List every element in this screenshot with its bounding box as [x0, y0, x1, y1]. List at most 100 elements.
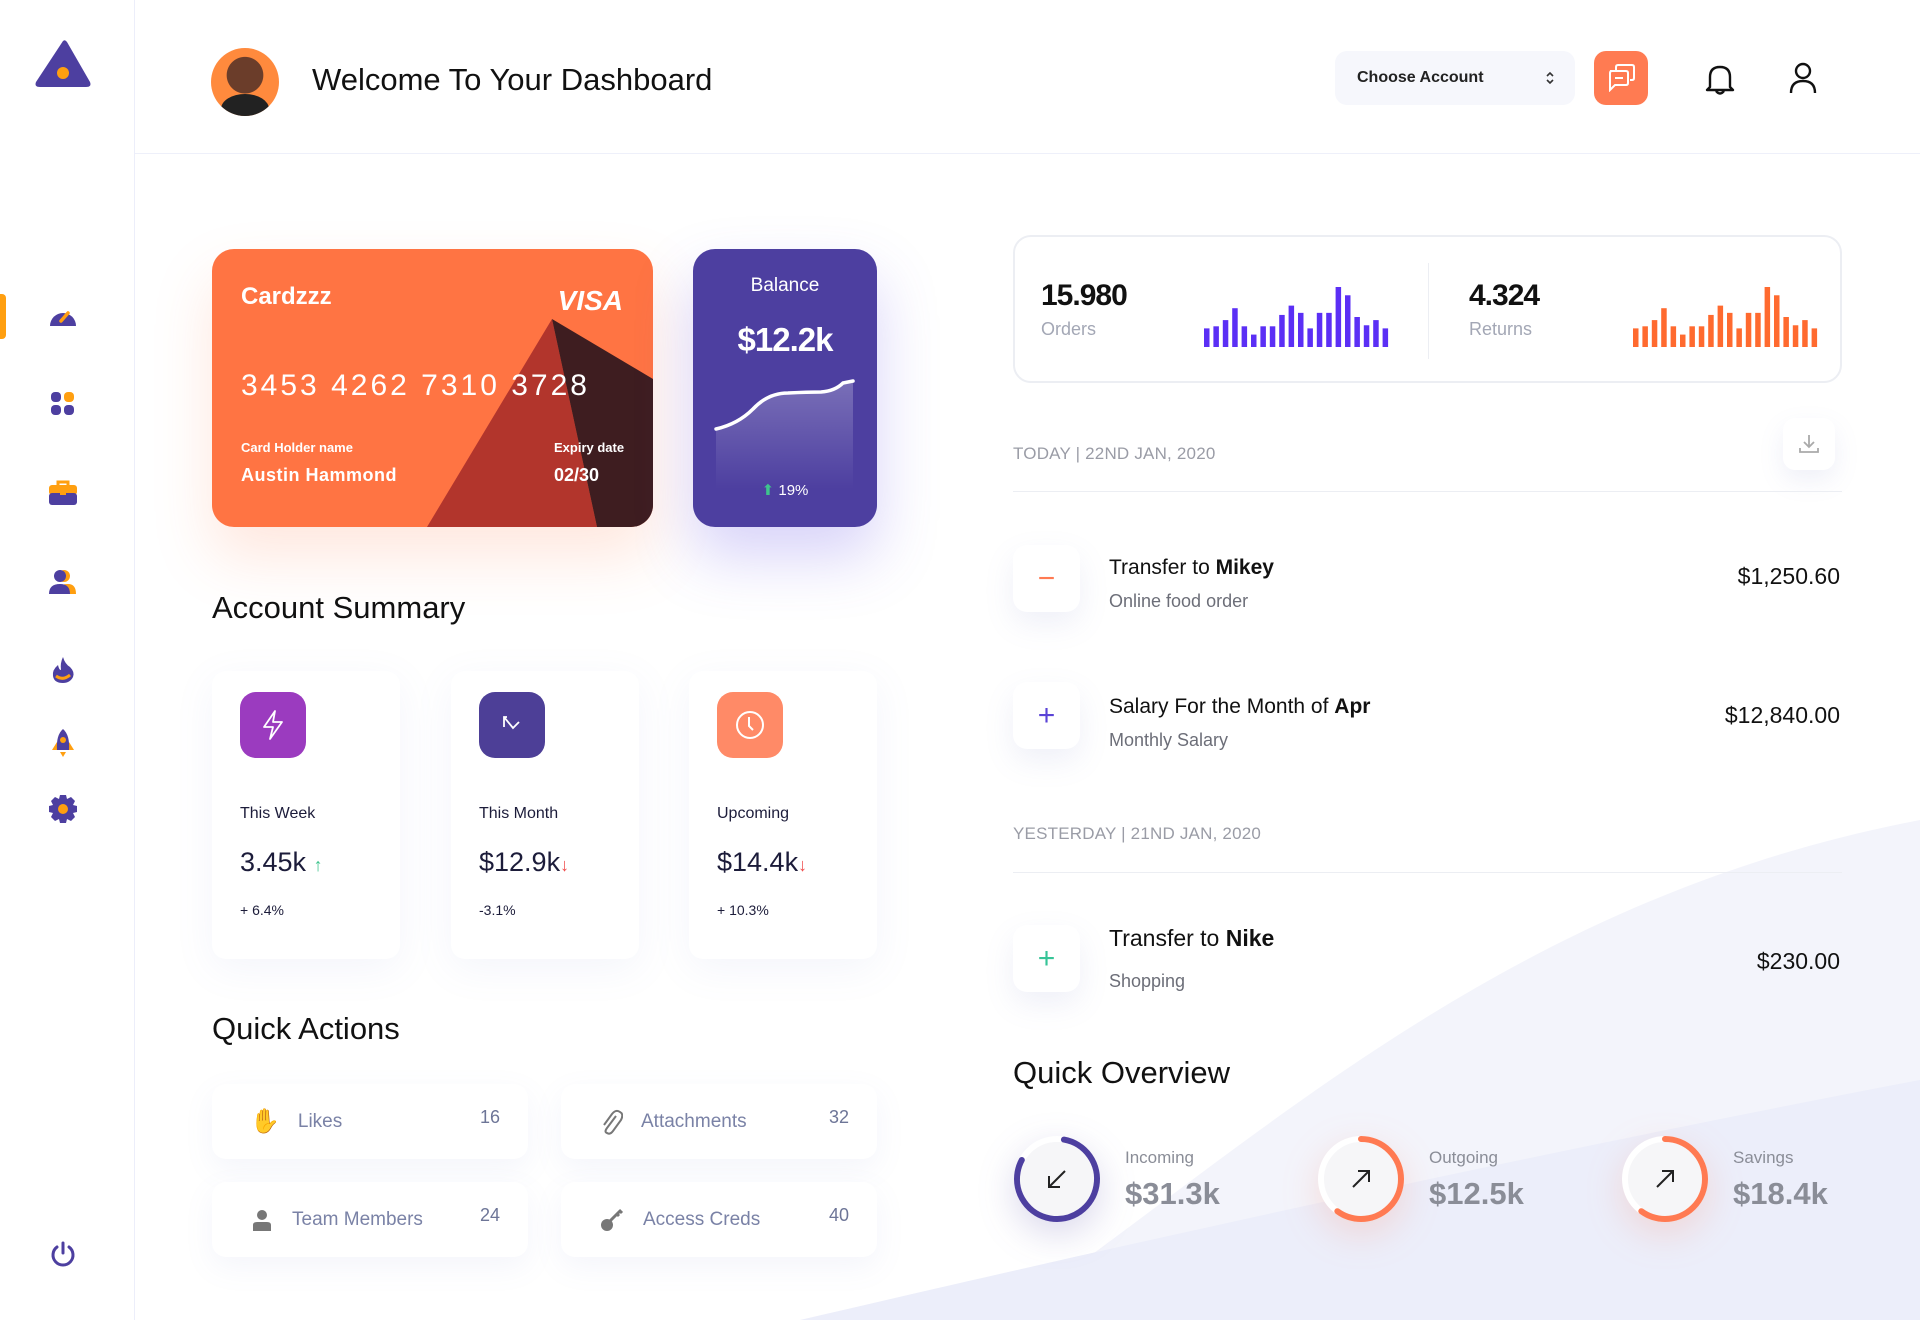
bar	[1680, 334, 1686, 347]
summary-card-this-week[interactable]: This Week 3.45k ↑ + 6.4%	[212, 671, 400, 959]
dashboard-gauge-icon	[50, 311, 76, 326]
orders-label: Orders	[1041, 319, 1097, 339]
overview-label: Incoming	[1125, 1148, 1194, 1167]
bar	[1670, 326, 1677, 347]
sidebar-item-launch[interactable]	[47, 727, 79, 759]
logout-button[interactable]	[47, 1238, 79, 1270]
transaction-subtitle: Monthly Salary	[1109, 730, 1229, 750]
summary-card-this-month[interactable]: This Month $12.9k↓ -3.1%	[451, 671, 639, 959]
quick-actions-title: Quick Actions	[212, 1011, 400, 1046]
overview-outgoing[interactable]: Outgoing $12.5k	[1316, 1134, 1524, 1229]
active-indicator	[0, 294, 6, 339]
overview-label: Outgoing	[1429, 1148, 1498, 1167]
sidebar-item-trending[interactable]	[47, 654, 79, 686]
quick-action-team-members[interactable]: Team Members 24	[212, 1182, 528, 1257]
bar	[1363, 325, 1370, 347]
visa-logo: VISA	[557, 285, 623, 316]
quick-action-label: Likes	[297, 1110, 343, 1132]
summary-card-upcoming[interactable]: Upcoming $14.4k↓ + 10.3%	[689, 671, 877, 959]
bar	[1802, 320, 1808, 347]
overview-incoming[interactable]: Incoming $31.3k	[1012, 1134, 1220, 1229]
bar	[1811, 328, 1818, 347]
notifications-button[interactable]	[1704, 62, 1736, 101]
bar	[1222, 320, 1229, 347]
bar	[1717, 305, 1724, 347]
transaction-subtitle: Shopping	[1109, 971, 1186, 991]
summary-value: $12.9k↓	[479, 847, 570, 877]
overview-label: Savings	[1733, 1148, 1794, 1167]
transaction-icon-plus: +	[1013, 682, 1080, 749]
divider	[1013, 872, 1842, 873]
quick-action-count: 32	[828, 1107, 849, 1127]
bar	[1764, 287, 1771, 347]
bar	[1736, 328, 1742, 347]
balance-label: Balance	[750, 275, 820, 296]
overview-value: $12.5k	[1429, 1176, 1524, 1211]
returns-bar-chart	[1633, 287, 1818, 347]
transaction-title[interactable]: Transfer to Mikey	[1109, 556, 1274, 579]
expiry-label: Expiry date	[554, 440, 625, 455]
balance-card[interactable]: Balance $12.2k ⬆ 19%	[693, 249, 877, 527]
quick-action-attachments[interactable]: Attachments 32	[561, 1084, 877, 1159]
bar	[1213, 326, 1219, 347]
overview-progress-arc	[1318, 1136, 1404, 1222]
summary-label: This Month	[479, 805, 559, 822]
arrow-down-left-icon	[1048, 1170, 1066, 1188]
sidebar-item-users[interactable]	[47, 566, 79, 598]
bar	[1345, 295, 1351, 347]
sidebar-item-settings[interactable]	[47, 793, 79, 825]
orders-bar-chart	[1204, 287, 1389, 347]
summary-change: + 6.4%	[240, 902, 284, 918]
bar	[1727, 312, 1733, 347]
account-select[interactable]: Choose Account	[1335, 51, 1575, 105]
credit-card[interactable]: Cardzzz VISA 3453 4262 7310 3728 Card Ho…	[212, 249, 653, 527]
sidebar-item-apps[interactable]	[47, 388, 79, 420]
overview-savings[interactable]: Savings $18.4k	[1620, 1134, 1828, 1229]
stats-divider	[1428, 263, 1429, 359]
overview-progress-arc	[1014, 1136, 1100, 1222]
profile-button[interactable]	[1788, 62, 1818, 99]
avatar[interactable]	[211, 48, 279, 116]
quick-action-likes[interactable]: ✋ Likes 16	[212, 1084, 528, 1159]
rocket-icon	[52, 729, 74, 757]
sidebar-item-dashboard[interactable]	[47, 300, 79, 332]
account-summary-title: Account Summary	[212, 590, 466, 625]
bar	[1251, 334, 1257, 347]
orders-value: 15.980	[1041, 279, 1128, 312]
apps-grid-icon	[51, 392, 74, 415]
paperclip-icon	[603, 1109, 623, 1135]
bar	[1708, 314, 1714, 347]
bar	[1382, 328, 1389, 347]
bar	[1661, 308, 1667, 347]
quick-action-count: 40	[828, 1205, 849, 1225]
key-icon	[601, 1208, 624, 1231]
summary-change: -3.1%	[479, 902, 516, 918]
quick-action-count: 24	[479, 1205, 500, 1225]
messages-button[interactable]	[1594, 51, 1648, 105]
bar	[1241, 326, 1248, 347]
quick-action-label: Team Members	[292, 1208, 423, 1230]
overview-progress-arc	[1622, 1136, 1708, 1222]
logo-icon	[35, 40, 91, 87]
sidebar-item-briefcase[interactable]	[47, 477, 79, 509]
bar	[1698, 326, 1705, 347]
bar	[1298, 312, 1304, 347]
bar	[1642, 326, 1648, 347]
bar	[1633, 328, 1639, 347]
quick-action-access-creds[interactable]: Access Creds 40	[561, 1182, 877, 1257]
briefcase-icon	[49, 480, 77, 505]
transaction-amount: $230.00	[1756, 948, 1840, 974]
bar	[1316, 312, 1323, 347]
account-select-value: Choose Account	[1357, 69, 1484, 86]
users-icon	[49, 570, 76, 594]
download-button[interactable]	[1783, 418, 1835, 470]
bar	[1260, 326, 1266, 347]
transaction-title[interactable]: Salary For the Month of Apr	[1109, 695, 1371, 718]
card-number: 3453 4262 7310 3728	[241, 369, 590, 402]
transaction-title[interactable]: Transfer to Nike	[1109, 925, 1275, 951]
expiry-date: 02/30	[554, 465, 600, 485]
bar	[1689, 326, 1695, 347]
balance-sparkline	[714, 379, 855, 489]
bar	[1745, 312, 1752, 347]
returns-label: Returns	[1469, 319, 1533, 339]
